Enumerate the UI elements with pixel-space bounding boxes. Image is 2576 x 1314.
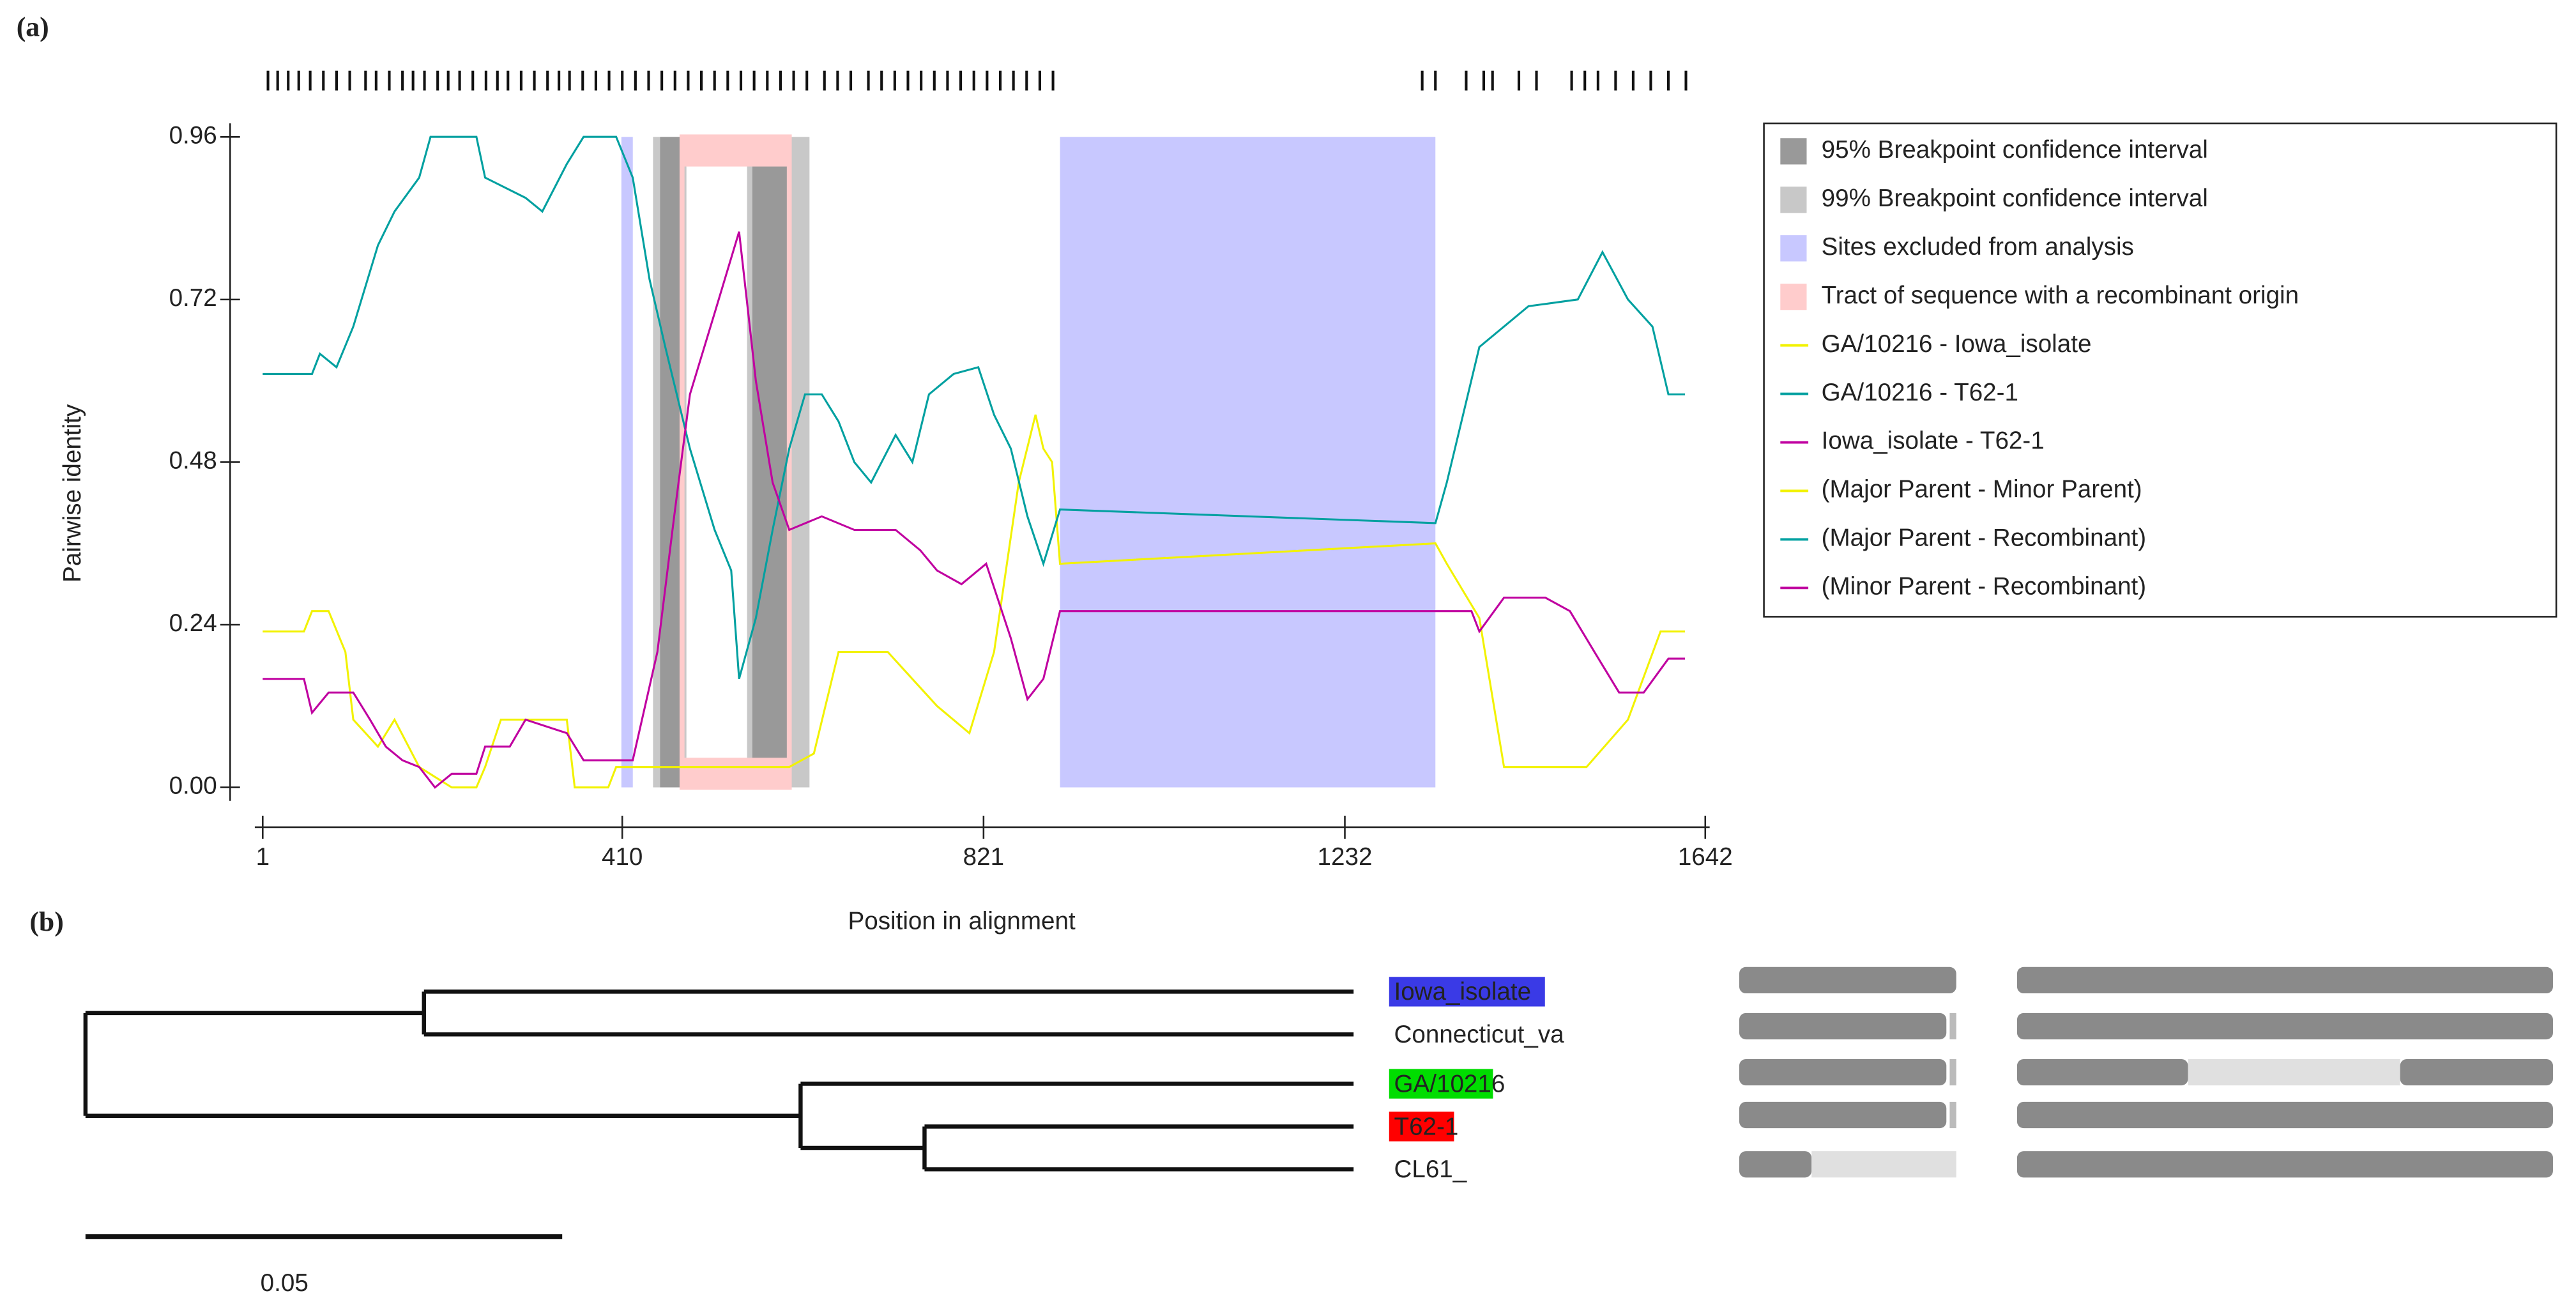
y-tick-label: 0.72 [169,284,217,312]
region [752,137,789,788]
x-tick-label: 821 [963,843,1004,871]
legend-swatch [1780,284,1807,310]
y-tick-label: 0.24 [169,609,217,637]
y-tick-label: 0.00 [169,772,217,800]
region [660,137,682,788]
series-line [263,414,1686,789]
legend-swatch [1780,235,1807,262]
leaf-highlight [1389,1112,1454,1142]
x-tick-label: 1 [256,843,270,871]
panel-label: (b) [29,906,63,937]
leaf-label: GA/10216 [1394,1070,1505,1097]
legend-label: GA/10216 - T62-1 [1822,379,2018,406]
sequence-maps [1739,966,2553,1178]
region [1060,137,1436,788]
legend-label: (Major Parent - Minor Parent) [1822,476,2142,503]
leaf-label: Iowa_isolate [1394,978,1532,1005]
leaf-label: CL61_ [1394,1156,1467,1183]
leaf-highlight [1389,1069,1493,1099]
legend-label: 95% Breakpoint confidence interval [1822,136,2208,164]
x-axis-label: Position in alignment [848,907,1076,935]
series-line [263,135,1686,680]
legend-swatch [1780,138,1807,165]
legend-label: GA/10216 - Iowa_isolate [1822,330,2092,358]
leaf-label: T62-1 [1394,1113,1459,1140]
legend-box [1763,122,2557,618]
x-tick-label: 1642 [1678,843,1733,871]
legend-label: Iowa_isolate - T62-1 [1822,427,2045,455]
legend-label: (Minor Parent - Recombinant) [1822,573,2146,600]
x-tick-label: 1232 [1318,843,1373,871]
y-axis-label: Pairwise identity [59,404,86,583]
y-tick-label: 0.48 [169,447,217,475]
leaf-highlight [1389,977,1545,1007]
series-line [263,231,1686,789]
x-tick-label: 410 [602,843,643,871]
legend-label: (Major Parent - Recombinant) [1822,524,2146,552]
legend-label: Sites excluded from analysis [1822,233,2134,261]
panel-label: (a) [17,11,49,42]
recombinant-tract-band [682,758,789,788]
legend-label: Tract of sequence with a recombinant ori… [1822,282,2299,309]
region [621,137,633,788]
scale-bar-label: 0.05 [261,1269,309,1297]
y-tick-label: 0.96 [169,121,217,149]
legend-label: 99% Breakpoint confidence interval [1822,185,2208,212]
recombinant-tract-band [682,137,789,167]
leaf-label: Connecticut_va [1394,1021,1565,1048]
legend-swatch [1780,187,1807,213]
